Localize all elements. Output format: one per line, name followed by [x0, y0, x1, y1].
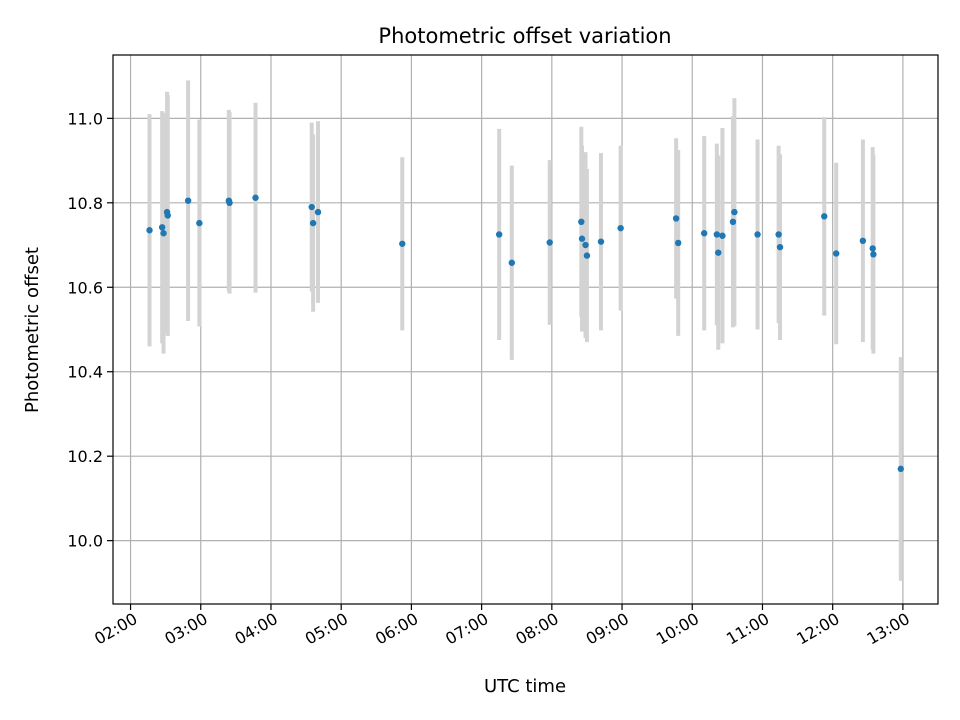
data-point	[859, 237, 867, 245]
data-point	[399, 240, 406, 247]
y-tick-label: 10.4	[67, 363, 103, 382]
data-point	[775, 231, 782, 238]
y-tick-label: 10.6	[67, 278, 103, 297]
data-point	[226, 199, 233, 207]
y-tick-label: 10.8	[67, 194, 103, 213]
data-point	[715, 249, 722, 256]
data-point	[578, 235, 586, 242]
data-point	[821, 213, 828, 220]
plot-area-frame	[112, 54, 939, 605]
data-point	[869, 245, 876, 252]
chart-title: Photometric offset variation	[378, 24, 671, 48]
data-point	[583, 252, 591, 259]
data-point	[546, 239, 553, 246]
data-point	[719, 232, 726, 239]
data-points	[146, 194, 904, 473]
data-point	[597, 238, 605, 245]
data-point	[713, 231, 721, 238]
data-point	[832, 250, 840, 257]
data-point	[495, 231, 503, 238]
y-axis-label: Photometric offset	[22, 247, 43, 413]
data-point	[729, 218, 737, 226]
data-point	[314, 208, 322, 216]
data-point	[160, 230, 167, 237]
y-tick-label: 10.0	[67, 532, 103, 551]
data-point	[309, 219, 317, 227]
data-point	[754, 231, 761, 238]
data-point	[578, 218, 585, 226]
x-axis-label: UTC time	[484, 676, 566, 697]
data-point	[582, 241, 589, 249]
data-point	[675, 239, 682, 247]
data-point	[308, 203, 315, 211]
data-point	[700, 230, 708, 237]
data-point	[184, 197, 192, 204]
data-point	[196, 219, 203, 227]
data-point	[870, 251, 877, 258]
data-point	[776, 243, 784, 251]
data-point	[252, 194, 259, 201]
data-point	[508, 259, 516, 266]
data-point	[146, 227, 153, 234]
data-point	[164, 212, 171, 219]
data-point	[158, 224, 166, 231]
y-tick-label: 11.0	[67, 109, 103, 128]
data-point	[897, 465, 904, 473]
y-tick-label: 10.2	[67, 447, 103, 466]
data-point	[672, 215, 680, 222]
data-point	[731, 208, 738, 216]
data-point	[617, 224, 624, 232]
